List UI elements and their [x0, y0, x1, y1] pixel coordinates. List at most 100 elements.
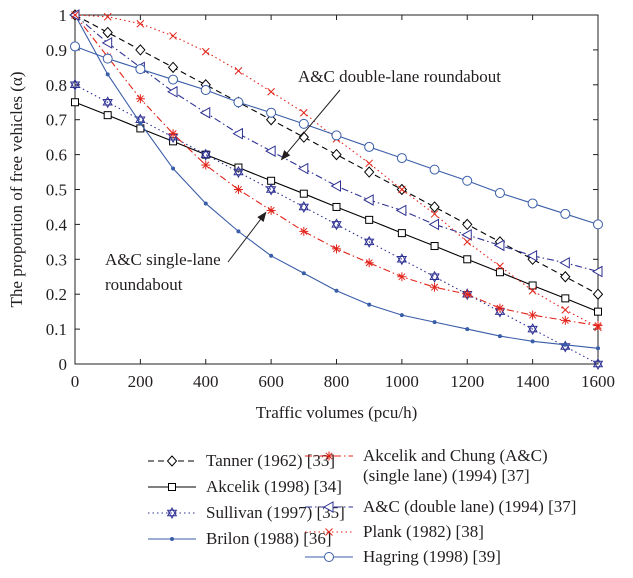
data-point: [462, 175, 473, 186]
cross-stroke: [430, 210, 439, 218]
data-point: [398, 185, 406, 194]
data-point: [298, 118, 309, 129]
annotation-double-lane-arrow: [280, 89, 341, 161]
data-point: [430, 242, 439, 251]
cross-stroke: [365, 159, 374, 168]
data-point: [365, 215, 374, 224]
data-point: [167, 85, 178, 98]
data-point: [530, 339, 535, 344]
data-point: [201, 160, 211, 170]
data-point: [527, 323, 538, 333]
cross-stroke: [398, 185, 406, 194]
data-point-b: [265, 186, 277, 196]
asterisk-stroke: [431, 283, 439, 291]
data-point: [267, 87, 275, 96]
annotation-single-lane-line1: A&C single-lane: [105, 250, 221, 269]
series-7: [70, 41, 603, 230]
data-point: [364, 166, 375, 178]
data-point: [429, 164, 440, 175]
data-point: [528, 286, 537, 295]
data-point: [461, 229, 472, 241]
data-point: [299, 226, 309, 236]
data-point: [462, 218, 473, 231]
y-tick-label: 0.7: [46, 111, 68, 130]
series-line: [74, 14, 599, 273]
cross-stroke: [496, 262, 504, 271]
x-tick-label: 800: [324, 372, 350, 391]
data-point: [265, 145, 276, 157]
data-point-b: [69, 81, 81, 91]
data-point: [232, 127, 243, 140]
data-point: [528, 281, 537, 290]
y-tick-label: 0.3: [46, 250, 67, 269]
asterisk-stroke: [169, 130, 177, 138]
data-point: [200, 85, 211, 96]
data-point: [428, 218, 440, 231]
series-2: [69, 78, 604, 371]
data-point: [495, 268, 504, 277]
data-point: [364, 141, 375, 152]
data-point: [331, 148, 342, 161]
cross-stroke: [594, 323, 602, 332]
asterisk-stroke: [496, 304, 504, 312]
cross-stroke: [71, 11, 79, 19]
data-point: [493, 239, 505, 252]
data-point: [233, 97, 244, 108]
cross-stroke: [561, 306, 570, 314]
data-point: [592, 357, 604, 368]
data-point: [269, 253, 274, 258]
data-point: [563, 342, 568, 347]
data-point: [297, 162, 309, 175]
data-point: [395, 204, 407, 217]
data-point: [560, 208, 571, 219]
data-point: [167, 61, 179, 74]
asterisk-stroke: [202, 161, 210, 169]
asterisk-stroke: [136, 95, 144, 103]
x-tick-label: 200: [128, 372, 154, 391]
asterisk-stroke: [561, 316, 569, 324]
x-axis-label: Traffic volumes (pcu/h): [256, 403, 417, 422]
data-point: [103, 111, 112, 120]
y-axis-label: The proportion of free vehicles (α): [7, 72, 26, 308]
data-point: [236, 229, 241, 234]
data-point: [102, 96, 113, 106]
annotation-single-lane-line2: roundabout: [105, 275, 183, 294]
asterisk-stroke: [332, 245, 341, 253]
data-point: [594, 307, 602, 316]
data-point: [364, 258, 374, 268]
data-point: [561, 294, 570, 303]
data-point: [596, 346, 600, 351]
data-point: [397, 229, 406, 238]
data-point-b: [200, 151, 211, 161]
data-point: [526, 249, 538, 262]
data-point: [135, 64, 146, 75]
x-tick-label: 600: [258, 372, 284, 391]
data-point-b: [331, 221, 342, 231]
y-tick-label: 0.4: [46, 215, 68, 234]
data-point-b: [233, 168, 244, 179]
x-tick-label: 1600: [581, 372, 615, 391]
data-point: [168, 129, 178, 139]
data-point: [332, 202, 341, 211]
data-point: [267, 176, 276, 185]
data-point: [332, 244, 341, 254]
data-point: [199, 106, 211, 119]
data-point: [71, 98, 79, 107]
data-point: [560, 271, 571, 283]
data-point: [594, 323, 602, 332]
data-point: [102, 53, 113, 64]
data-point: [298, 200, 309, 211]
cross-stroke: [299, 108, 308, 117]
data-point: [266, 205, 276, 215]
x-tick-label: 0: [71, 372, 80, 391]
series-0: [69, 9, 604, 300]
data-point-b: [102, 99, 113, 109]
data-point: [201, 150, 210, 159]
data-point: [169, 32, 177, 40]
annotation-single-lane-arrow: [227, 211, 267, 263]
data-point: [591, 265, 603, 278]
data-point-b: [364, 238, 375, 248]
data-point: [463, 237, 472, 246]
x-tick-label: 1400: [516, 372, 550, 391]
data-point: [171, 166, 176, 171]
